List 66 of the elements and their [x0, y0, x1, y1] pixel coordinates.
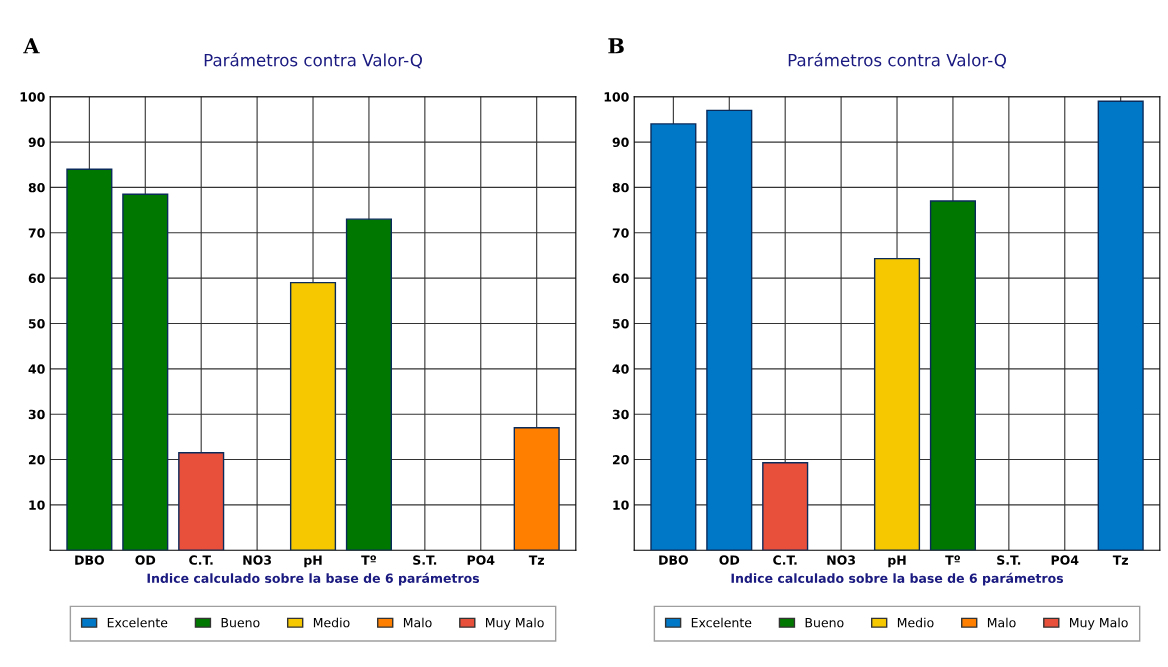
x-axis-title: Indice calculado sobre la base de 6 parámetros [147, 572, 480, 586]
text: B [608, 38, 624, 54]
y-tick-label: 70 [28, 228, 45, 238]
x-tick-label: PO4 [1051, 555, 1079, 565]
x-axis-title: Indice calculado sobre la base de 6 parámetros [731, 572, 1064, 586]
y-tick-label: 10 [29, 500, 45, 510]
legend-label: Muy Malo [1070, 617, 1128, 630]
y-tick-label: 30 [612, 409, 629, 420]
x-tick-label: PO4 [467, 555, 495, 565]
y-tick-label: 90 [28, 137, 45, 147]
x-tick-label: S.T. [413, 555, 437, 565]
chart-title: Parámetros contra Valor-Q [204, 52, 422, 69]
y-tick-label: 100 [20, 92, 45, 102]
bar [345, 218, 392, 551]
x-tick-label: OD [719, 555, 740, 565]
bar [762, 462, 809, 551]
x-tick-label: DBO [659, 555, 688, 565]
y-tick-label: 100 [604, 92, 629, 102]
y-tick-label: 40 [28, 364, 45, 374]
x-tick-label: NO3 [243, 555, 272, 565]
bar [513, 427, 560, 551]
x-tick-label: C.T. [189, 555, 213, 565]
y-tick-label: 50 [28, 318, 45, 329]
chart-title: Parámetros contra Valor-Q [788, 52, 1006, 69]
y-tick-label: 80 [612, 182, 629, 193]
legend-label: Malo [403, 617, 432, 628]
y-tick-label: 90 [612, 137, 629, 147]
bar [706, 109, 753, 551]
y-tick-label: 20 [612, 455, 629, 465]
x-tick-label: C.T. [773, 555, 797, 565]
bar [650, 123, 697, 551]
y-tick-label: 40 [612, 364, 629, 374]
legend-label: Excelente [107, 617, 168, 628]
y-tick-label: 60 [612, 273, 629, 284]
text: A [23, 38, 40, 54]
bar [289, 281, 337, 551]
x-tick-label: Tº [361, 555, 377, 565]
legend-label: Excelente [691, 617, 752, 628]
x-tick-label: Tz [528, 555, 544, 565]
x-tick-label: pH [888, 555, 906, 568]
y-tick-label: 50 [612, 318, 629, 329]
legend-label: Malo [987, 617, 1016, 628]
y-tick-label: 30 [28, 409, 45, 420]
y-tick-label: 10 [613, 500, 629, 510]
legend-label: Bueno [221, 618, 260, 628]
bar [873, 257, 921, 551]
y-tick-label: 20 [28, 455, 45, 465]
bar [66, 168, 113, 551]
y-tick-label: 80 [28, 182, 45, 193]
y-tick-label: 70 [612, 228, 629, 238]
legend-label: Medio [897, 617, 934, 628]
legend-label: Bueno [805, 618, 844, 628]
legend-label: Medio [313, 617, 350, 628]
x-tick-label: OD [135, 555, 156, 565]
y-tick-label: 60 [28, 273, 45, 284]
x-tick-label: NO3 [827, 555, 856, 565]
x-tick-label: DBO [75, 555, 104, 565]
bar [929, 200, 976, 551]
x-tick-label: Tz [1112, 555, 1128, 565]
bar [1097, 100, 1144, 551]
legend-label: Muy Malo [486, 617, 544, 630]
bar [178, 452, 225, 551]
bar [122, 193, 169, 551]
x-tick-label: pH [304, 555, 322, 568]
x-tick-label: Tº [945, 555, 961, 565]
x-tick-label: S.T. [997, 555, 1021, 565]
